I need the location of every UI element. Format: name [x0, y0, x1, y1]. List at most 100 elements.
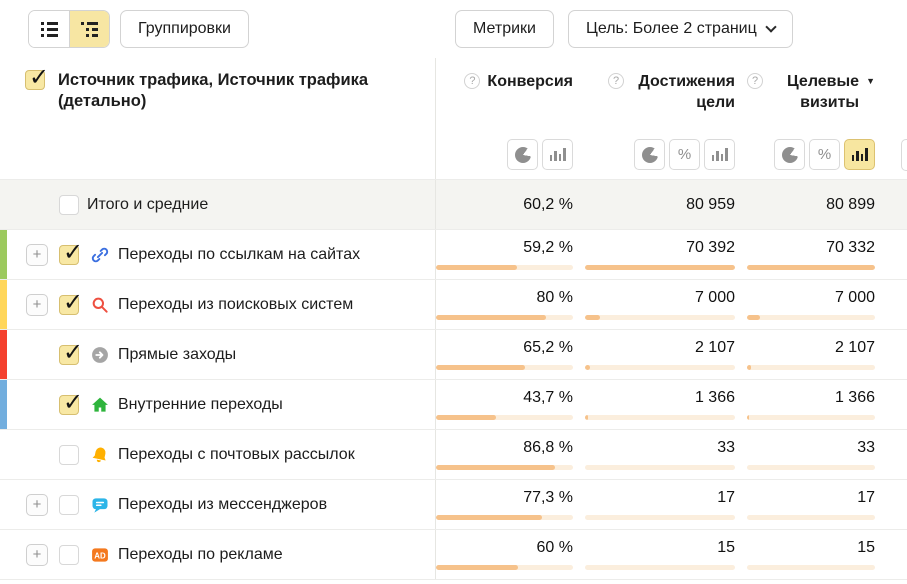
- svg-text:AD: AD: [94, 551, 106, 560]
- column-label[interactable]: Целевые визиты: [787, 73, 860, 111]
- groupings-button[interactable]: Группировки: [120, 10, 249, 48]
- table-row: + Переходы из мессенджеров 77,3 % 17 17: [0, 480, 907, 530]
- conversion-cell: 60,2 %: [436, 180, 585, 229]
- metrics-button[interactable]: Метрики: [455, 10, 554, 48]
- messenger-icon: [90, 495, 110, 515]
- conversion-bar: [436, 515, 573, 520]
- percent-view-toggle-button[interactable]: %: [669, 139, 700, 170]
- tree-list-view-button[interactable]: [69, 11, 109, 47]
- dimension-cell: +Прямые заходы: [0, 330, 436, 379]
- pie-chart-icon: [641, 146, 658, 163]
- conversion-bar: [436, 265, 573, 270]
- row-checkbox[interactable]: [59, 194, 79, 215]
- pie-view-toggle-button[interactable]: [774, 139, 805, 170]
- goal-reaches-value: 70 392: [686, 239, 735, 256]
- toggles-conversion: [436, 130, 585, 179]
- conversion-bar: [436, 365, 573, 370]
- row-color-stripe: [0, 380, 7, 429]
- bar-chart-icon: [549, 148, 566, 161]
- target-visits-value: 2 107: [834, 339, 875, 356]
- help-icon[interactable]: ?: [464, 73, 481, 89]
- row-color-stripe: [0, 280, 7, 329]
- sort-desc-icon[interactable]: ▼: [866, 76, 875, 86]
- row-checkbox[interactable]: [59, 544, 79, 565]
- target-visits-cell: 80 899: [747, 180, 887, 229]
- table-row: + Переходы по ссылкам на сайтах 59,2 % 70 3…: [0, 230, 907, 280]
- column-header-goal-reaches: ? Достижения цели: [585, 58, 747, 130]
- dimension-cell: +Переходы с почтовых рассылок: [0, 430, 436, 479]
- target-visits-bar: [747, 315, 875, 320]
- home-icon: [90, 395, 110, 415]
- target-visits-value: 80 899: [826, 195, 875, 213]
- view-toggle: [28, 10, 110, 48]
- conversion-cell: 80 %: [436, 280, 585, 329]
- goal-reaches-bar: [585, 365, 735, 370]
- bars-view-toggle-button[interactable]: [704, 139, 735, 170]
- conversion-bar: [436, 315, 573, 320]
- conversion-value: 80 %: [536, 289, 573, 306]
- goal-reaches-bar: [585, 515, 735, 520]
- row-checkbox[interactable]: [59, 338, 83, 367]
- goal-reaches-value: 2 107: [694, 339, 735, 356]
- bars-view-toggle-button[interactable]: [844, 139, 875, 170]
- row-checkbox[interactable]: [59, 288, 83, 317]
- pie-view-toggle-button[interactable]: [507, 139, 538, 170]
- row-label: Итого и средние: [87, 195, 209, 213]
- expand-row-button[interactable]: +: [26, 243, 48, 266]
- conversion-cell: 86,8 %: [436, 430, 585, 479]
- target-visits-value: 7 000: [834, 289, 875, 306]
- row-checkbox[interactable]: [59, 238, 83, 267]
- target-visits-bar: [747, 365, 875, 370]
- row-checkbox[interactable]: [59, 388, 83, 417]
- chart-type-toggle-row: % %: [0, 130, 907, 180]
- goal-reaches-cell: 2 107: [585, 330, 747, 379]
- chevron-down-icon: [765, 20, 777, 33]
- percent-view-toggle-button[interactable]: %: [809, 139, 840, 170]
- ad-icon: AD: [90, 545, 110, 565]
- conversion-cell: 65,2 %: [436, 330, 585, 379]
- table-header: Источник трафика, Источник трафика (дета…: [0, 58, 907, 130]
- goal-reaches-value: 1 366: [694, 389, 735, 406]
- toolbar-right: Метрики Цель: Более 2 страниц: [455, 10, 793, 48]
- target-visits-bar: [747, 565, 875, 570]
- row-checkbox[interactable]: [59, 494, 79, 515]
- row-label: Переходы с почтовых рассылок: [118, 445, 355, 463]
- goal-reaches-value: 15: [717, 539, 735, 556]
- target-visits-bar: [747, 265, 875, 270]
- dimension-cell: + AD Переходы по рекламе: [0, 530, 436, 579]
- row-checkbox[interactable]: [59, 444, 79, 465]
- dimension-header-cell: Источник трафика, Источник трафика (дета…: [0, 58, 436, 130]
- flat-list-view-button[interactable]: [29, 11, 69, 47]
- help-icon[interactable]: ?: [747, 73, 763, 89]
- dimension-cell: + Переходы из поисковых систем: [0, 280, 436, 329]
- pie-view-toggle-button[interactable]: [634, 139, 665, 170]
- dimension-header-title: Источник трафика, Источник трафика (дета…: [58, 71, 369, 110]
- column-label[interactable]: Конверсия: [487, 73, 573, 90]
- dimension-cell: +Внутренние переходы: [0, 380, 436, 429]
- bell-icon: [90, 445, 110, 465]
- column-label[interactable]: Достижения цели: [638, 73, 735, 111]
- target-visits-value: 33: [857, 439, 875, 456]
- goal-reaches-value: 7 000: [694, 289, 735, 306]
- bar-chart-icon: [851, 148, 868, 161]
- conversion-value: 60,2 %: [523, 195, 573, 213]
- toggles-goal-reaches: %: [585, 130, 747, 179]
- help-icon[interactable]: ?: [608, 73, 624, 89]
- conversion-bar: [436, 565, 573, 570]
- goal-reaches-bar: [585, 265, 735, 270]
- dimension-cell: +Итого и средние: [0, 180, 436, 229]
- table-row: + Переходы из поисковых систем 80 % 7 000 7 …: [0, 280, 907, 330]
- target-visits-value: 70 332: [826, 239, 875, 256]
- goal-dropdown[interactable]: Цель: Более 2 страниц: [567, 10, 793, 48]
- expand-row-button[interactable]: +: [26, 293, 48, 316]
- conversion-cell: 77,3 %: [436, 480, 585, 529]
- bar-chart-icon: [711, 148, 728, 161]
- dimension-select-all-checkbox[interactable]: [25, 63, 49, 92]
- goal-reaches-bar: [585, 465, 735, 470]
- expand-row-button[interactable]: +: [26, 493, 48, 516]
- cutoff-toggle-button-fragment[interactable]: [901, 139, 907, 171]
- bars-view-toggle-button[interactable]: [542, 139, 573, 170]
- percent-icon: %: [817, 146, 832, 163]
- expand-row-button[interactable]: +: [26, 543, 48, 566]
